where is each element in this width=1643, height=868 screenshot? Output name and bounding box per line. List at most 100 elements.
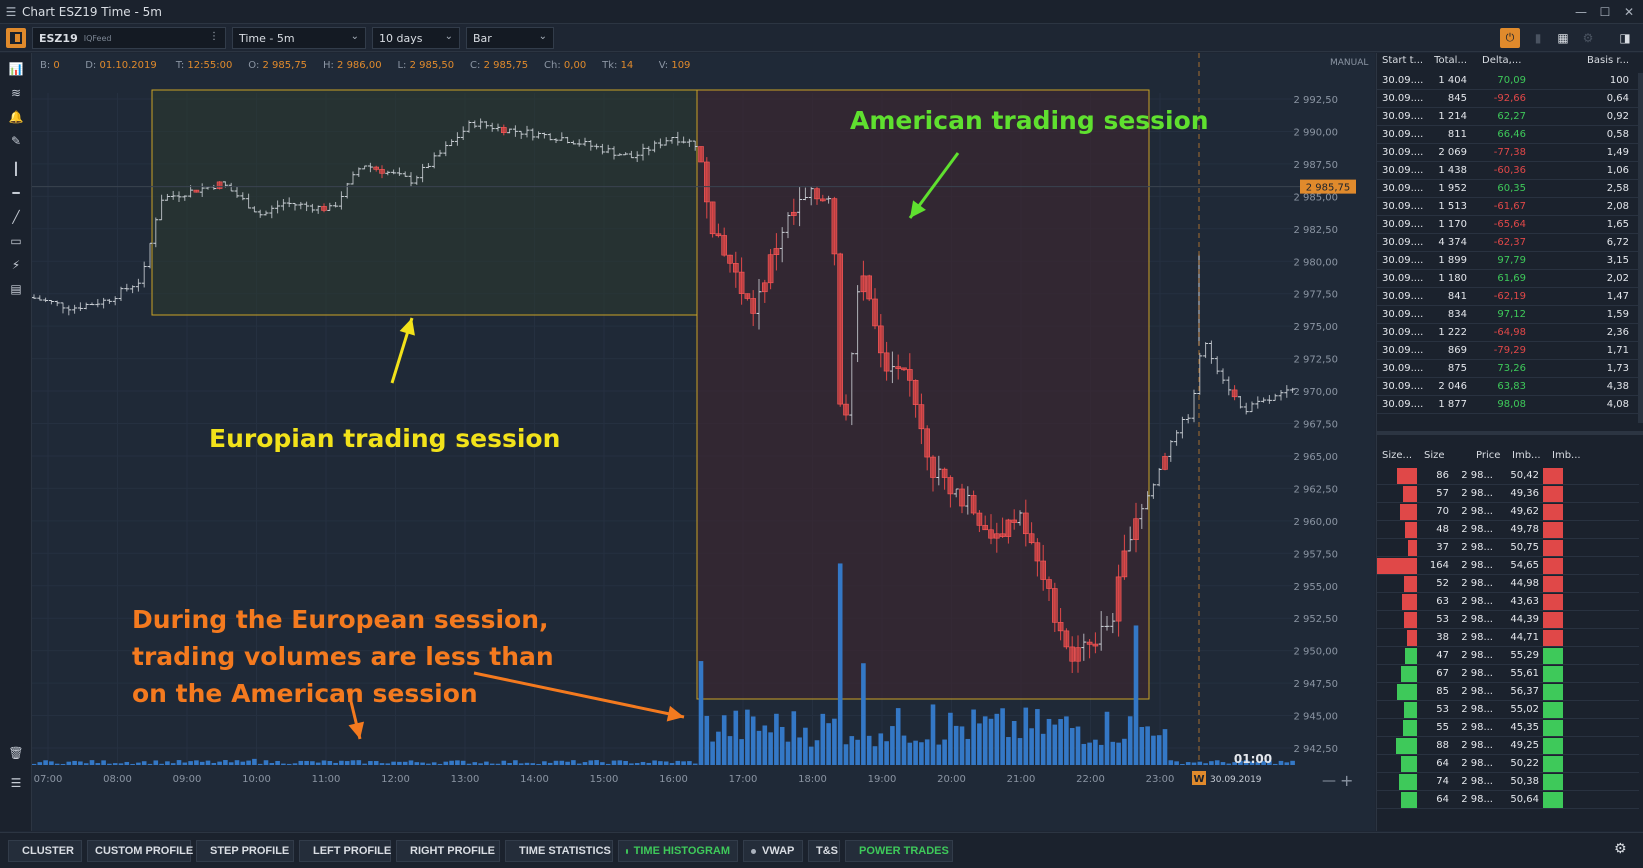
imbalance-row[interactable]: 48 2 98... 49,78 bbox=[1377, 521, 1639, 539]
maximize-icon[interactable]: ☐ bbox=[1599, 5, 1611, 19]
imbalance-row[interactable]: 37 2 98... 50,75 bbox=[1377, 539, 1639, 557]
tab-time-statistics[interactable]: TIME STATISTICS bbox=[505, 840, 613, 862]
trades-row[interactable]: 30.09.... 1 513 -61,67 2,08 bbox=[1377, 198, 1639, 216]
tab-left-profile[interactable]: LEFT PROFILE bbox=[299, 840, 391, 862]
col-start-time[interactable]: Start t... bbox=[1382, 55, 1424, 66]
time-tick-label: 10:00 bbox=[242, 774, 271, 785]
volume-bar bbox=[942, 739, 947, 765]
zoom-in-icon[interactable]: + bbox=[1340, 771, 1353, 790]
col-imbalance-bar[interactable]: Imb... bbox=[1552, 450, 1581, 461]
imbalance-row[interactable]: 74 2 98... 50,38 bbox=[1377, 773, 1639, 791]
vertical-line-icon[interactable]: ┃ bbox=[12, 162, 20, 176]
trades-row[interactable]: 30.09.... 2 046 63,83 4,38 bbox=[1377, 378, 1639, 396]
trades-row[interactable]: 30.09.... 1 180 61,69 2,02 bbox=[1377, 270, 1639, 288]
imbalance-row[interactable]: 57 2 98... 49,36 bbox=[1377, 485, 1639, 503]
american-arrow-head bbox=[910, 200, 926, 218]
chart-canvas[interactable]: 2 992,50 2 990,00 2 987,50 2 985,00 2 982,50… bbox=[32, 53, 1375, 831]
cell-start-time: 30.09.... bbox=[1382, 165, 1424, 176]
trades-row[interactable]: 30.09.... 1 170 -65,64 1,65 bbox=[1377, 216, 1639, 234]
american-session-box[interactable] bbox=[696, 89, 1150, 700]
col-imbalance[interactable]: Imb... bbox=[1512, 450, 1541, 461]
indicators-icon[interactable]: 📊 bbox=[8, 62, 24, 76]
col-size-bar[interactable]: Size... bbox=[1382, 450, 1413, 461]
trades-row[interactable]: 30.09.... 1 438 -60,36 1,06 bbox=[1377, 162, 1639, 180]
trades-scrollbar[interactable] bbox=[1638, 73, 1643, 423]
gear-icon[interactable]: ⚙ bbox=[1614, 841, 1627, 857]
eraser-icon[interactable]: ✎ bbox=[10, 134, 22, 148]
layout-icon[interactable]: ▦ bbox=[1557, 31, 1569, 45]
period-select[interactable]: 10 days ⌄ bbox=[372, 27, 460, 49]
trades-row[interactable]: 30.09.... 1 899 97,79 3,15 bbox=[1377, 252, 1639, 270]
scale-mode-label[interactable]: MANUAL bbox=[1330, 58, 1369, 68]
col-price[interactable]: Price bbox=[1476, 450, 1501, 461]
tab-step-profile[interactable]: STEP PROFILE bbox=[196, 840, 294, 862]
trades-row[interactable]: 30.09.... 845 -92,66 0,64 bbox=[1377, 90, 1639, 108]
rectangle-icon[interactable]: ▭ bbox=[10, 234, 22, 248]
imbalance-row[interactable]: 53 2 98... 44,39 bbox=[1377, 611, 1639, 629]
tab-vwap[interactable]: VWAP bbox=[743, 840, 803, 862]
european-session-box[interactable] bbox=[151, 89, 698, 316]
horizontal-line-icon[interactable]: ━ bbox=[12, 186, 20, 200]
hamburger-menu-icon[interactable]: ☰ bbox=[5, 4, 17, 19]
imbalance-row[interactable]: 85 2 98... 56,37 bbox=[1377, 683, 1639, 701]
trades-row[interactable]: 30.09.... 4 374 -62,37 6,72 bbox=[1377, 234, 1639, 252]
trades-row[interactable]: 30.09.... 841 -62,19 1,47 bbox=[1377, 288, 1639, 306]
timeframe-select[interactable]: Time - 5m ⌄ bbox=[232, 27, 366, 49]
volume-bar bbox=[281, 763, 286, 765]
trash-icon[interactable]: ▮ bbox=[1534, 31, 1542, 45]
imbalance-row[interactable]: 88 2 98... 49,25 bbox=[1377, 737, 1639, 755]
symbol-selector[interactable]: ESZ19 IQFeed ⋮ bbox=[32, 27, 226, 49]
alert-bell-icon[interactable]: 🔔 bbox=[8, 110, 24, 124]
trades-row[interactable]: 30.09.... 2 069 -77,38 1,49 bbox=[1377, 144, 1639, 162]
col-size[interactable]: Size bbox=[1424, 450, 1445, 461]
price-chart[interactable]: 2 992,50 2 990,00 2 987,50 2 985,00 2 982,50… bbox=[32, 53, 1375, 831]
delete-drawings-icon[interactable]: 🗑 bbox=[8, 746, 24, 760]
settings-icon[interactable]: ⚙ bbox=[1582, 31, 1594, 45]
imbalance-row[interactable]: 64 2 98... 50,22 bbox=[1377, 755, 1639, 773]
ruler-icon[interactable]: ▤ bbox=[10, 282, 22, 296]
col-total[interactable]: Total... bbox=[1434, 55, 1467, 66]
panel-divider[interactable] bbox=[1377, 431, 1643, 435]
tab-t-s[interactable]: T&S bbox=[808, 840, 840, 862]
more-options-icon[interactable]: ⋮ bbox=[209, 31, 219, 42]
imbalance-row[interactable]: 86 2 98... 50,42 bbox=[1377, 467, 1639, 485]
imbalance-row[interactable]: 55 2 98... 45,35 bbox=[1377, 719, 1639, 737]
trend-line-icon[interactable]: ╱ bbox=[12, 210, 20, 224]
trades-row[interactable]: 30.09.... 1 214 62,27 0,92 bbox=[1377, 108, 1639, 126]
imbalance-row[interactable]: 164 2 98... 54,65 bbox=[1377, 557, 1639, 575]
panel-toggle-icon[interactable] bbox=[6, 28, 26, 48]
trades-row[interactable]: 30.09.... 1 404 70,09 100 bbox=[1377, 72, 1639, 90]
fibonacci-icon[interactable]: ⚡ bbox=[11, 258, 21, 272]
trades-row[interactable]: 30.09.... 1 952 60,35 2,58 bbox=[1377, 180, 1639, 198]
imbalance-row[interactable]: 53 2 98... 55,02 bbox=[1377, 701, 1639, 719]
chart-style-select[interactable]: Bar ⌄ bbox=[466, 27, 554, 49]
imbalance-row[interactable]: 52 2 98... 44,98 bbox=[1377, 575, 1639, 593]
tab-power-trades[interactable]: POWER TRADES bbox=[845, 840, 953, 862]
trades-row[interactable]: 30.09.... 834 97,12 1,59 bbox=[1377, 306, 1639, 324]
trades-row[interactable]: 30.09.... 811 66,46 0,58 bbox=[1377, 126, 1639, 144]
imbalance-row[interactable]: 67 2 98... 55,61 bbox=[1377, 665, 1639, 683]
imbalance-row[interactable]: 70 2 98... 49,62 bbox=[1377, 503, 1639, 521]
trades-row[interactable]: 30.09.... 1 877 98,08 4,08 bbox=[1377, 396, 1639, 414]
imbalance-row[interactable]: 63 2 98... 43,63 bbox=[1377, 593, 1639, 611]
tab-right-profile[interactable]: RIGHT PROFILE bbox=[396, 840, 500, 862]
imbalance-row[interactable]: 47 2 98... 55,29 bbox=[1377, 647, 1639, 665]
imbalance-row[interactable]: 64 2 98... 50,64 bbox=[1377, 791, 1639, 809]
tab-custom-profile[interactable]: CUSTOM PROFILE bbox=[87, 840, 193, 862]
trades-row[interactable]: 30.09.... 869 -79,29 1,71 bbox=[1377, 342, 1639, 360]
minimize-icon[interactable]: — bbox=[1575, 5, 1587, 19]
tab-cluster[interactable]: CLUSTER bbox=[8, 840, 82, 862]
tab-time-histogram[interactable]: TIME HISTOGRAM bbox=[618, 840, 738, 862]
trades-row[interactable]: 30.09.... 1 222 -64,98 2,36 bbox=[1377, 324, 1639, 342]
zoom-out-icon[interactable]: — bbox=[1322, 773, 1336, 789]
trades-row[interactable]: 30.09.... 875 73,26 1,73 bbox=[1377, 360, 1639, 378]
col-delta[interactable]: Delta,... bbox=[1482, 55, 1522, 66]
close-icon[interactable]: ✕ bbox=[1623, 5, 1635, 19]
imbalance-row[interactable]: 38 2 98... 44,71 bbox=[1377, 629, 1639, 647]
right-panel-toggle-icon[interactable]: ◨ bbox=[1619, 31, 1631, 45]
layers-icon[interactable]: ≋ bbox=[10, 86, 22, 100]
col-basis[interactable]: Basis r... bbox=[1587, 55, 1630, 66]
list-icon[interactable]: ☰ bbox=[10, 776, 22, 790]
volume-bar bbox=[234, 760, 240, 765]
power-icon[interactable]: ⏻ bbox=[1500, 28, 1520, 48]
